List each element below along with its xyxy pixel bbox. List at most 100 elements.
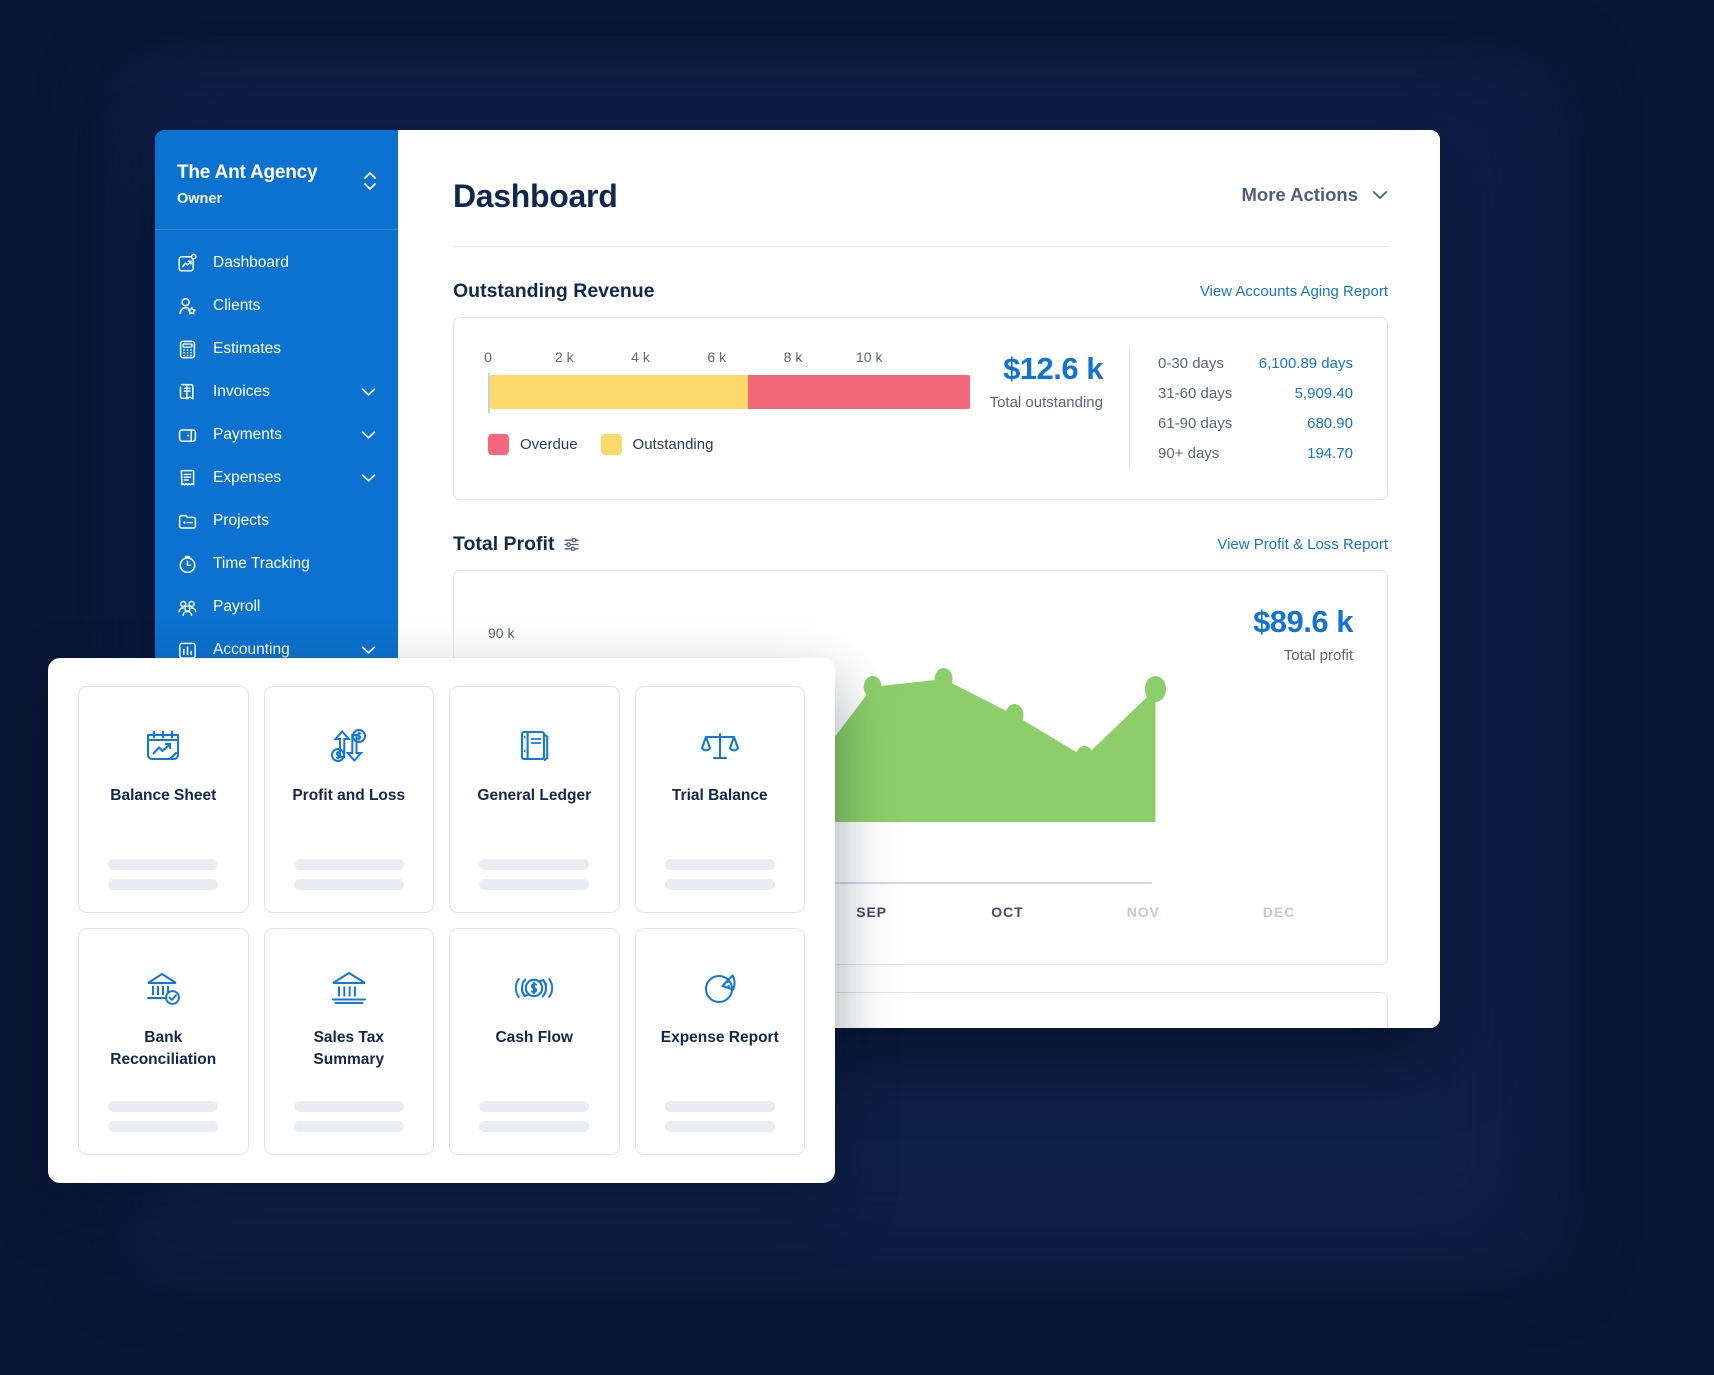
sidebar-item-payroll[interactable]: Payroll — [155, 586, 398, 629]
section-title-outstanding-revenue: Outstanding Revenue — [453, 280, 655, 302]
revenue-stacked-bar[interactable] — [490, 375, 970, 409]
bank-check-icon — [140, 962, 186, 1014]
sidebar-nav: Dashboard Clients — [155, 230, 398, 672]
sidebar-item-dashboard[interactable]: Dashboard — [155, 242, 398, 285]
sidebar-item-label: Estimates — [213, 340, 282, 358]
sidebar-item-time-tracking[interactable]: Time Tracking — [155, 543, 398, 586]
skeleton-bar — [108, 859, 219, 870]
sidebar-item-accounting[interactable]: Accounting — [155, 629, 398, 672]
axis-tick: 8 k — [783, 349, 803, 365]
x-axis-tick: DEC — [1262, 904, 1296, 920]
skeleton-bar — [108, 879, 219, 890]
legend-item-overdue: Overdue — [488, 434, 578, 455]
money-arrows-icon — [326, 720, 372, 772]
report-card-label: Cash Flow — [495, 1029, 573, 1046]
chart-baseline — [532, 882, 1152, 884]
page-header: Dashboard More Actions — [453, 174, 1388, 212]
report-card-bank-reconciliation[interactable]: Bank Reconciliation — [78, 928, 249, 1155]
x-axis-tick: OCT — [991, 904, 1024, 920]
bar-segment-overdue — [748, 375, 970, 409]
skeleton-lines — [93, 1101, 234, 1132]
table-row: 0-30 days 6,100.89 days — [1158, 349, 1353, 379]
y-axis-tick: 90 k — [488, 625, 515, 641]
report-card-profit-and-loss[interactable]: Profit and Loss — [263, 686, 434, 913]
bank-icon — [326, 962, 372, 1014]
sidebar-item-label: Dashboard — [213, 254, 289, 272]
org-role: Owner — [177, 190, 223, 207]
calendar-trend-icon — [140, 720, 186, 772]
sidebar-item-estimates[interactable]: Estimates — [155, 328, 398, 371]
total-profit-label: Total profit — [1283, 647, 1353, 664]
aging-value: 194.70 — [1307, 445, 1353, 462]
revenue-summary: $12.6 k Total outstanding 0-30 days 6,10… — [990, 349, 1387, 499]
legend-item-outstanding: Outstanding — [600, 434, 714, 455]
report-card-label: General Ledger — [477, 787, 592, 804]
report-card-sales-tax-summary[interactable]: Sales Tax Summary — [263, 928, 434, 1155]
report-card-balance-sheet[interactable]: Balance Sheet — [78, 686, 249, 913]
folder-card-icon — [177, 511, 198, 532]
aging-value: 5,909.40 — [1294, 385, 1353, 402]
report-card-label: Sales Tax Summary — [313, 1029, 385, 1069]
chevron-down-icon[interactable] — [361, 646, 376, 655]
chevron-down-icon[interactable] — [361, 474, 376, 483]
aging-value: 680.90 — [1307, 415, 1353, 432]
skeleton-bar — [293, 859, 404, 870]
skeleton-bar — [479, 859, 590, 870]
area-chart-svg — [769, 668, 1167, 822]
report-card-label: Trial Balance — [671, 787, 768, 804]
chevron-down-icon[interactable] — [361, 388, 376, 397]
table-row: 31-60 days 5,909.40 — [1158, 379, 1353, 409]
sidebar-item-payments[interactable]: Payments — [155, 414, 398, 457]
skeleton-bar — [664, 1121, 775, 1132]
chevron-down-icon — [1372, 191, 1388, 199]
legend-swatch — [600, 434, 622, 455]
total-profit-header: Total Profit View Profit & Loss Report — [453, 533, 1388, 556]
axis-tick: 2 k — [554, 349, 574, 365]
header-divider — [453, 246, 1388, 247]
more-actions-button[interactable]: More Actions — [1242, 174, 1389, 206]
sidebar-item-expenses[interactable]: Expenses — [155, 457, 398, 500]
chevron-updown-icon[interactable] — [362, 168, 378, 194]
people-group-icon — [177, 597, 198, 618]
skeleton-bar — [479, 1121, 590, 1132]
aging-bucket: 31-60 days — [1158, 385, 1233, 402]
outstanding-revenue-card: 0 2 k 4 k 6 k 8 k 10 k — [453, 317, 1388, 500]
calculator-icon — [177, 339, 198, 360]
view-profit-loss-report-link[interactable]: View Profit & Loss Report — [1217, 536, 1388, 553]
total-profit-chart: 90 k 50 k $89.6 k Total profit — [454, 571, 1387, 964]
sidebar-item-label: Expenses — [213, 469, 282, 487]
skeleton-bar — [293, 1101, 404, 1112]
sidebar-item-label: Clients — [213, 297, 261, 315]
report-card-trial-balance[interactable]: Trial Balance — [634, 686, 805, 913]
report-card-general-ledger[interactable]: General Ledger — [449, 686, 620, 913]
x-axis-tick: SEP — [856, 904, 887, 920]
wallet-icon — [177, 425, 198, 446]
app-window: The Ant Agency Owner Dashboard — [155, 130, 1440, 1028]
table-row: 61-90 days 680.90 — [1158, 409, 1353, 439]
legend-label: Outstanding — [632, 436, 714, 453]
aging-bucket: 0-30 days — [1158, 355, 1224, 372]
sidebar-item-label: Payroll — [213, 598, 261, 616]
revenue-legend: Overdue Outstanding — [488, 434, 968, 455]
revenue-axis-ticks: 0 2 k 4 k 6 k 8 k 10 k — [484, 349, 968, 368]
aging-bucket: 61-90 days — [1158, 415, 1233, 432]
sidebar-item-projects[interactable]: Projects — [155, 500, 398, 543]
outstanding-revenue-header: Outstanding Revenue View Accounts Aging … — [453, 280, 1388, 303]
org-switcher[interactable]: The Ant Agency Owner — [155, 130, 398, 230]
total-profit-value: $89.6 k — [1253, 604, 1353, 639]
sidebar-item-clients[interactable]: Clients — [155, 285, 398, 328]
axis-tick: 10 k — [856, 349, 883, 365]
skeleton-lines — [650, 1101, 791, 1132]
sidebar-item-invoices[interactable]: Invoices — [155, 371, 398, 414]
aging-bucket: 90+ days — [1158, 445, 1220, 462]
skeleton-lines — [464, 1101, 605, 1132]
report-card-expense-report[interactable]: Expense Report — [634, 928, 805, 1155]
report-card-cash-flow[interactable]: Cash Flow — [449, 928, 620, 1155]
view-accounts-aging-report-link[interactable]: View Accounts Aging Report — [1199, 283, 1388, 300]
skeleton-lines — [279, 859, 420, 890]
sliders-icon[interactable] — [563, 536, 580, 553]
bar-segment-outstanding — [490, 375, 748, 409]
sidebar-item-label: Payments — [213, 426, 282, 444]
skeleton-bar — [664, 1101, 775, 1112]
chevron-down-icon[interactable] — [361, 431, 376, 440]
